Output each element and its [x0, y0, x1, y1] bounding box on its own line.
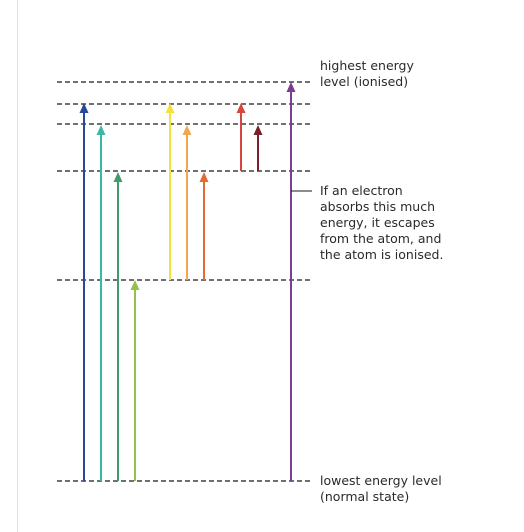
ionisation-annotation: If an electron absorbs this much energy,… [320, 183, 444, 262]
arrowhead-icon [113, 172, 123, 182]
transition-arrow-3 [113, 172, 123, 481]
arrowhead-icon [96, 125, 106, 135]
arrowhead-icon [182, 125, 192, 135]
transition-arrow-5 [165, 103, 175, 280]
transition-arrow-6 [182, 125, 192, 280]
lowest-level-label: lowest energy level (normal state) [320, 473, 442, 504]
transition-arrows [79, 82, 296, 481]
arrowhead-icon [199, 172, 209, 182]
transition-arrow-7 [199, 172, 209, 280]
transition-arrow-1 [79, 103, 89, 481]
transition-arrow-8 [236, 103, 246, 171]
transition-arrow-9 [253, 125, 263, 171]
arrowhead-icon [253, 125, 263, 135]
arrowhead-icon [165, 103, 175, 113]
arrowhead-icon [79, 103, 89, 113]
highest-level-label: highest energy level (ionised) [320, 58, 414, 89]
arrowhead-icon [236, 103, 246, 113]
transition-arrow-10 [286, 82, 296, 481]
arrowhead-icon [286, 82, 296, 92]
transition-arrow-2 [96, 125, 106, 481]
panel-edge-line [17, 0, 18, 532]
energy-levels [57, 81, 312, 482]
arrowhead-icon [130, 280, 140, 290]
transition-arrow-4 [130, 280, 140, 481]
